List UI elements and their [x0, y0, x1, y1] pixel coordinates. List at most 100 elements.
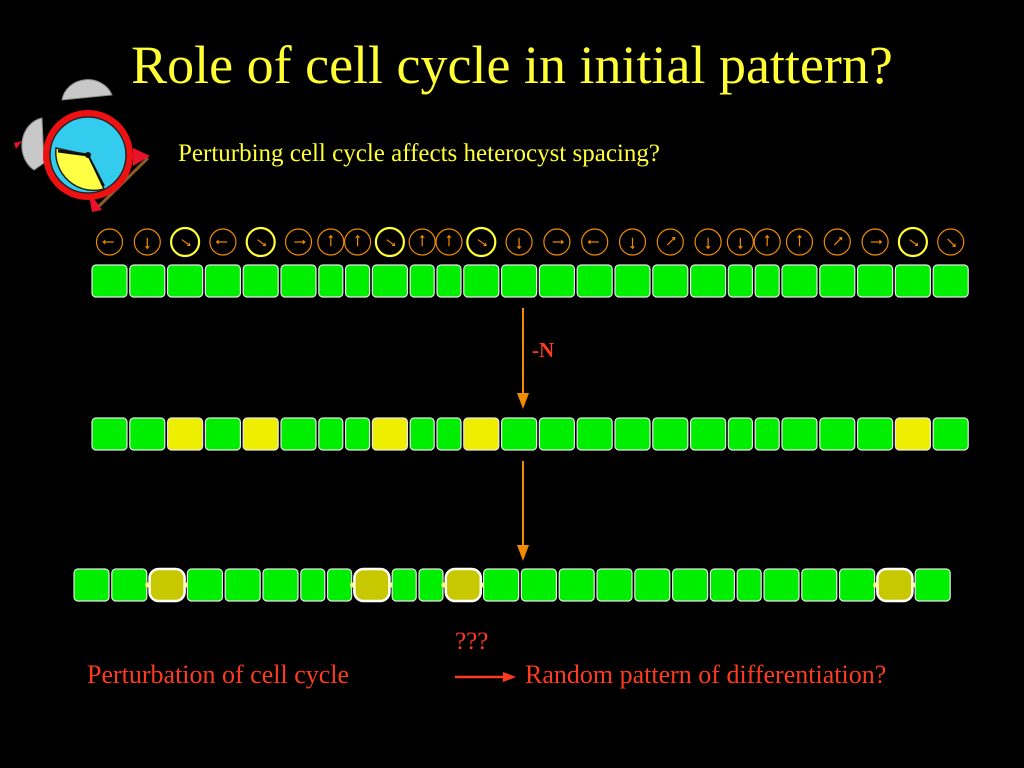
vegetative-cell	[754, 264, 780, 298]
filament-mature	[73, 567, 951, 603]
vegetative-cell	[727, 417, 754, 451]
vegetative-cell	[483, 568, 520, 602]
proheterocyst-cell	[242, 417, 279, 451]
cell-cycle-phase-icon	[823, 228, 851, 256]
vegetative-cell	[576, 264, 613, 298]
vegetative-cell	[914, 568, 951, 602]
vegetative-cell	[204, 417, 241, 451]
vegetative-cell	[391, 568, 417, 602]
vegetative-cell	[838, 568, 876, 602]
vegetative-cell	[129, 264, 166, 298]
vegetative-cell	[463, 264, 500, 298]
vegetative-cell	[73, 568, 110, 602]
polar-nodule	[145, 582, 151, 588]
vegetative-cell	[409, 417, 435, 451]
vegetative-cell	[538, 264, 576, 298]
vegetative-cell	[327, 568, 353, 602]
vegetative-cell	[280, 417, 317, 451]
vegetative-cell	[727, 264, 754, 298]
vegetative-cell	[520, 568, 558, 602]
vegetative-cell	[689, 264, 727, 298]
filament-before	[91, 264, 969, 298]
cell-cycle-phase-icon	[374, 226, 405, 258]
proheterocyst-cell	[463, 417, 500, 451]
vegetative-cell	[242, 264, 279, 298]
polar-nodule	[349, 582, 355, 588]
vegetative-cell	[614, 417, 651, 451]
polar-nodule	[441, 582, 447, 588]
vegetative-cell	[91, 264, 128, 298]
slide-subtitle: Perturbing cell cycle affects heterocyst…	[178, 140, 660, 167]
cell-cycle-phase-row	[95, 226, 965, 258]
nitrogen-step-label: -N	[532, 338, 555, 362]
heterocyst-cell	[876, 567, 914, 603]
right-arrow-icon	[455, 672, 516, 682]
vegetative-cell	[262, 568, 299, 602]
cell-cycle-phase-icon	[656, 228, 684, 256]
cell-cycle-phase-icon	[753, 228, 781, 256]
cell-cycle-phase-icon	[726, 228, 755, 256]
heterocyst-cell	[148, 567, 186, 603]
vegetative-cell	[280, 264, 317, 298]
cell-cycle-phase-icon	[861, 228, 889, 256]
vegetative-cell	[345, 417, 371, 451]
vegetative-cell	[501, 264, 538, 298]
vegetative-cell	[371, 264, 408, 298]
vegetative-cell	[671, 568, 709, 602]
vegetative-cell	[736, 568, 762, 602]
vegetative-cell	[224, 568, 261, 602]
vegetative-cell	[801, 568, 838, 602]
cell-cycle-phase-icon	[209, 228, 237, 256]
vegetative-cell	[856, 264, 894, 298]
cell-cycle-phase-icon	[245, 226, 276, 258]
vegetative-cell	[652, 417, 689, 451]
cell-cycle-phase-icon	[581, 228, 609, 256]
cell-cycle-phase-icon	[897, 226, 929, 258]
vegetative-cell	[129, 417, 166, 451]
proheterocyst-cell	[894, 417, 932, 451]
polar-nodule	[872, 582, 878, 588]
vegetative-cell	[781, 417, 818, 451]
cell-cycle-phase-icon	[618, 228, 647, 256]
vegetative-cell	[409, 264, 435, 298]
cell-cycle-phase-icon	[785, 228, 814, 256]
vegetative-cell	[91, 417, 128, 451]
vegetative-cell	[345, 264, 371, 298]
cell-cycle-phase-icon	[170, 226, 201, 258]
cell-cycle-phase-icon	[284, 228, 313, 256]
vegetative-cell	[932, 264, 969, 298]
vegetative-cell	[436, 264, 462, 298]
vegetative-cell	[558, 568, 595, 602]
vegetative-cell	[634, 568, 671, 602]
vegetative-cell	[167, 264, 204, 298]
vegetative-cell	[781, 264, 818, 298]
vegetative-cell	[652, 264, 689, 298]
vegetative-cell	[596, 568, 633, 602]
cell-cycle-phase-icon	[133, 228, 161, 256]
cell-cycle-phase-icon	[317, 228, 345, 256]
unknown-link-label: ???	[455, 628, 489, 655]
vegetative-cell	[689, 417, 727, 451]
vegetative-cell	[614, 264, 651, 298]
vegetative-cell	[418, 568, 444, 602]
cell-cycle-phase-icon	[543, 228, 571, 256]
cell-cycle-phase-icon	[408, 228, 436, 256]
filament-after-nitrogen-step	[91, 417, 969, 451]
perturbation-label: Perturbation of cell cycle	[87, 660, 350, 689]
vegetative-cell	[318, 264, 344, 298]
heterocyst-cell	[353, 567, 391, 603]
cell-cycle-phase-icon	[344, 228, 372, 256]
alarm-clock-icon	[14, 79, 150, 212]
vegetative-cell	[186, 568, 223, 602]
cell-cycle-phase-icon	[95, 228, 124, 256]
vegetative-cell	[204, 264, 241, 298]
vegetative-cell	[576, 417, 613, 451]
cell-cycle-phase-icon	[466, 226, 497, 258]
heterocyst-cell	[444, 567, 483, 603]
vegetative-cell	[436, 417, 462, 451]
cell-cycle-phase-icon	[937, 228, 965, 256]
slide-title: Role of cell cycle in initial pattern?	[131, 35, 893, 95]
vegetative-cell	[763, 568, 800, 602]
vegetative-cell	[754, 417, 780, 451]
